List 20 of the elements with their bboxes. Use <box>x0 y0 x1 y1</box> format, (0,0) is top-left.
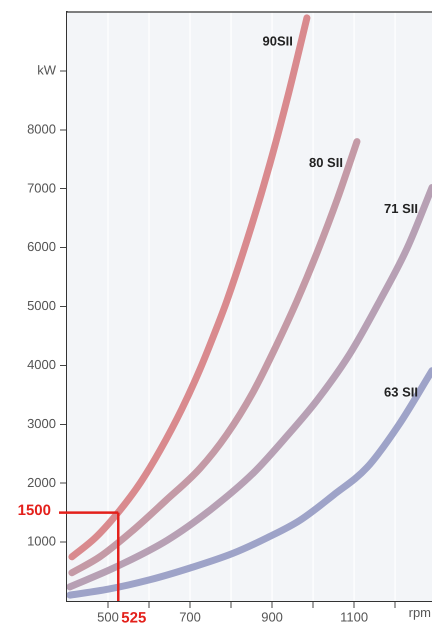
x-tick-label: 700 <box>179 609 201 624</box>
x-tick-label: 500 <box>97 609 119 624</box>
y-tick-label: 2000 <box>27 474 56 490</box>
ref-line-label: 525 <box>121 610 146 627</box>
series-label: 80 SII <box>308 155 343 170</box>
x-tick-label: 1100 <box>340 609 368 624</box>
series-label: 63 SII <box>384 384 418 400</box>
series-label: 90SII <box>262 34 293 49</box>
y-tick-label: 7000 <box>27 180 56 196</box>
y-tick-label: 5000 <box>27 298 56 314</box>
x-tick-label: 900 <box>261 609 283 624</box>
y-tick-label: 6000 <box>27 239 56 254</box>
x-axis-title: rpm <box>408 605 431 620</box>
y-tick-label: 1000 <box>27 534 56 549</box>
y-tick-label: 4000 <box>27 356 56 372</box>
y-tick-label: 8000 <box>27 121 56 136</box>
ref-line-label: 1500 <box>18 502 51 519</box>
series-label: 71 SII <box>384 201 418 216</box>
y-tick-label: 3000 <box>27 416 56 431</box>
y-tick-label: kW <box>37 62 57 78</box>
